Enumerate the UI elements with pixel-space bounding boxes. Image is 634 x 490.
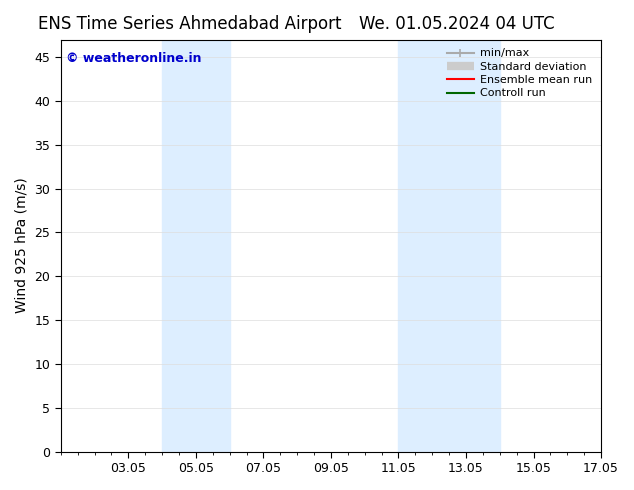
Bar [399,40,432,452]
Text: We. 01.05.2024 04 UTC: We. 01.05.2024 04 UTC [359,15,554,33]
Bar [162,40,230,452]
Y-axis label: Wind 925 hPa (m/s): Wind 925 hPa (m/s) [15,178,29,314]
Text: ENS Time Series Ahmedabad Airport: ENS Time Series Ahmedabad Airport [39,15,342,33]
Text: © weatheronline.in: © weatheronline.in [66,52,202,65]
Bar [432,40,500,452]
Legend: min/max, Standard deviation, Ensemble mean run, Controll run: min/max, Standard deviation, Ensemble me… [443,45,595,102]
